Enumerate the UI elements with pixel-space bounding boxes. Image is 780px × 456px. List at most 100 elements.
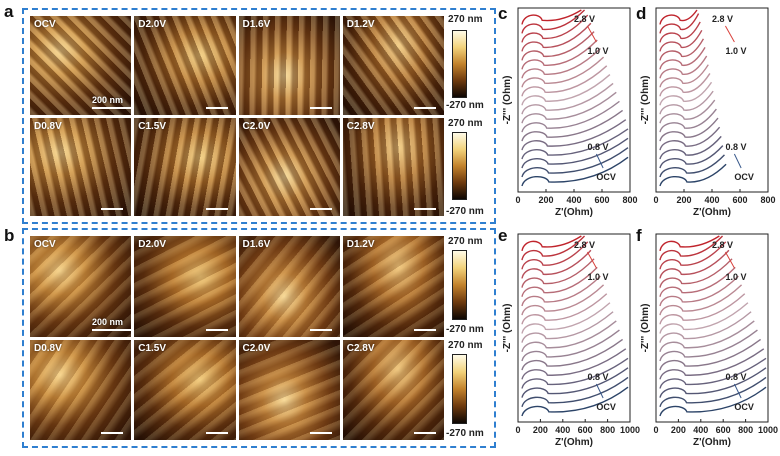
annotation-1-0v: 1.0 V (587, 46, 608, 56)
afm-image-tile: C2.8V (342, 339, 444, 440)
nyquist-series-line (521, 9, 582, 25)
nyquist-series-line (521, 249, 592, 279)
nyquist-series-line (521, 31, 595, 61)
nyquist-series-line (521, 128, 629, 160)
nyquist-series-line (521, 348, 627, 380)
scale-bar (414, 208, 436, 210)
panel-label-d: d (636, 4, 647, 23)
x-tick-label: 200 (538, 195, 553, 205)
nyquist-series-line (521, 74, 611, 106)
annotation-0-8v: 0.8 V (725, 142, 746, 152)
afm-image-tile: D2.0V (134, 16, 236, 115)
scale-bar (92, 328, 132, 331)
x-tick-label: 400 (555, 425, 570, 435)
nyquist-series-line (659, 55, 708, 79)
afm-image-tile: C2.0V (238, 117, 340, 216)
nyquist-series-line (521, 320, 617, 353)
scale-bar (414, 432, 436, 434)
colorbar-top-label: 270 nm (448, 236, 483, 247)
eis-chart-f: 0 200 400 600 800 1000 Z'(Ohm) -Z''' (Ohm) 2.8 V… (638, 226, 778, 456)
x-tick-label: 400 (566, 195, 581, 205)
scale-bar (101, 432, 124, 434)
nyquist-series-line (521, 293, 608, 325)
nyquist-series-line (659, 73, 711, 97)
eis-chart-d: 0 200 400 600 800 Z'(Ohm) -Z''' (Ohm) 2.8 V 1.0 … (638, 0, 778, 226)
nyquist-series-line (521, 329, 620, 362)
annotation-2-8v: 2.8 V (574, 240, 595, 250)
annotation-arrow (733, 383, 742, 399)
annotation-arrow (725, 251, 735, 269)
nyquist-series-line (521, 14, 589, 43)
scale-bar (205, 432, 228, 434)
nyquist-series-line (521, 376, 629, 408)
afm-image-tile: C2.8V (342, 117, 444, 216)
afm-voltage-label: D1.6V (242, 239, 271, 250)
colorbar-bottom-label: -270 nm (446, 324, 484, 335)
x-tick-label: 1000 (620, 425, 640, 435)
scale-bar (205, 106, 228, 109)
annotation-0-8v: 0.8 V (587, 372, 608, 382)
x-tick-label: 1000 (758, 425, 778, 435)
scale-bar (414, 106, 436, 109)
annotation-0-8v: 0.8 V (725, 372, 746, 382)
annotation-arrow (595, 383, 604, 399)
afm-voltage-label: D1.2V (346, 239, 375, 250)
nyquist-series-line (521, 367, 629, 398)
nyquist-series-line (659, 38, 705, 61)
nyquist-series-line (521, 56, 605, 88)
plot-frame (655, 7, 769, 193)
nyquist-series-line (659, 302, 749, 334)
afm-image-tile: D1.6V (238, 16, 340, 115)
colorbar (452, 354, 467, 424)
x-tick-label: 0 (653, 195, 658, 205)
nyquist-series-line (659, 241, 727, 270)
x-axis-label: Z'(Ohm) (555, 437, 593, 448)
afm-image-tile: D0.8V (30, 339, 132, 440)
nyquist-series-line (659, 30, 703, 52)
nyquist-series-line (521, 100, 620, 133)
plot-frame (655, 233, 769, 423)
scale-bar-label: 200 nm (92, 94, 124, 105)
x-tick-label: 600 (732, 195, 747, 205)
x-tick-label: 600 (578, 425, 593, 435)
x-tick-label: 400 (693, 425, 708, 435)
annotation-ocv: OCV (596, 172, 616, 182)
afm-voltage-label: C2.0V (242, 342, 271, 354)
annotation-1-0v: 1.0 V (725, 46, 746, 56)
eis-chart-c: 0 200 400 600 800 Z'(Ohm) -Z''' (Ohm) 2.8 V 1.0 … (500, 0, 640, 226)
afm-image-tile: D1.6V (238, 236, 340, 337)
nyquist-series-line (659, 249, 730, 279)
annotation-0-8v: 0.8 V (587, 142, 608, 152)
x-axis-label: Z'(Ohm) (693, 437, 731, 448)
afm-grid-b: OCV 200 nm D2.0V D1.6V D1.2V D0.8V C1.5V … (30, 236, 444, 440)
afm-voltage-label: D0.8V (34, 120, 62, 132)
annotation-arrow (587, 251, 597, 269)
afm-voltage-label: C1.5V (138, 342, 167, 354)
nyquist-series-line (521, 386, 629, 417)
annotation-2-8v: 2.8 V (712, 14, 733, 24)
afm-voltage-label: OCV (34, 239, 56, 250)
x-tick-label: 800 (600, 425, 615, 435)
nyquist-series-line (659, 293, 746, 325)
nyquist-series-line (521, 109, 624, 142)
nyquist-series-line (659, 21, 701, 43)
nyquist-series-line (659, 64, 709, 88)
nyquist-series-line (521, 266, 598, 297)
scale-bar (205, 208, 228, 210)
afm-voltage-label: D0.8V (34, 342, 62, 354)
x-tick-label: 800 (622, 195, 637, 205)
nyquist-series-line (659, 357, 767, 389)
panel-label-e: e (498, 226, 508, 245)
nyquist-series-line (659, 367, 767, 398)
x-tick-label: 0 (515, 195, 520, 205)
nyquist-series-line (521, 284, 605, 316)
scale-bar-label: 200 nm (92, 316, 124, 327)
afm-voltage-label: C2.8V (346, 342, 375, 354)
nyquist-series-line (521, 156, 629, 187)
nyquist-series-line (659, 108, 717, 133)
nyquist-series-line (521, 311, 614, 343)
x-tick-label: 0 (515, 425, 520, 435)
nyquist-series-line (521, 275, 601, 307)
nyquist-series-line (521, 338, 624, 371)
nyquist-series-line (659, 338, 762, 371)
